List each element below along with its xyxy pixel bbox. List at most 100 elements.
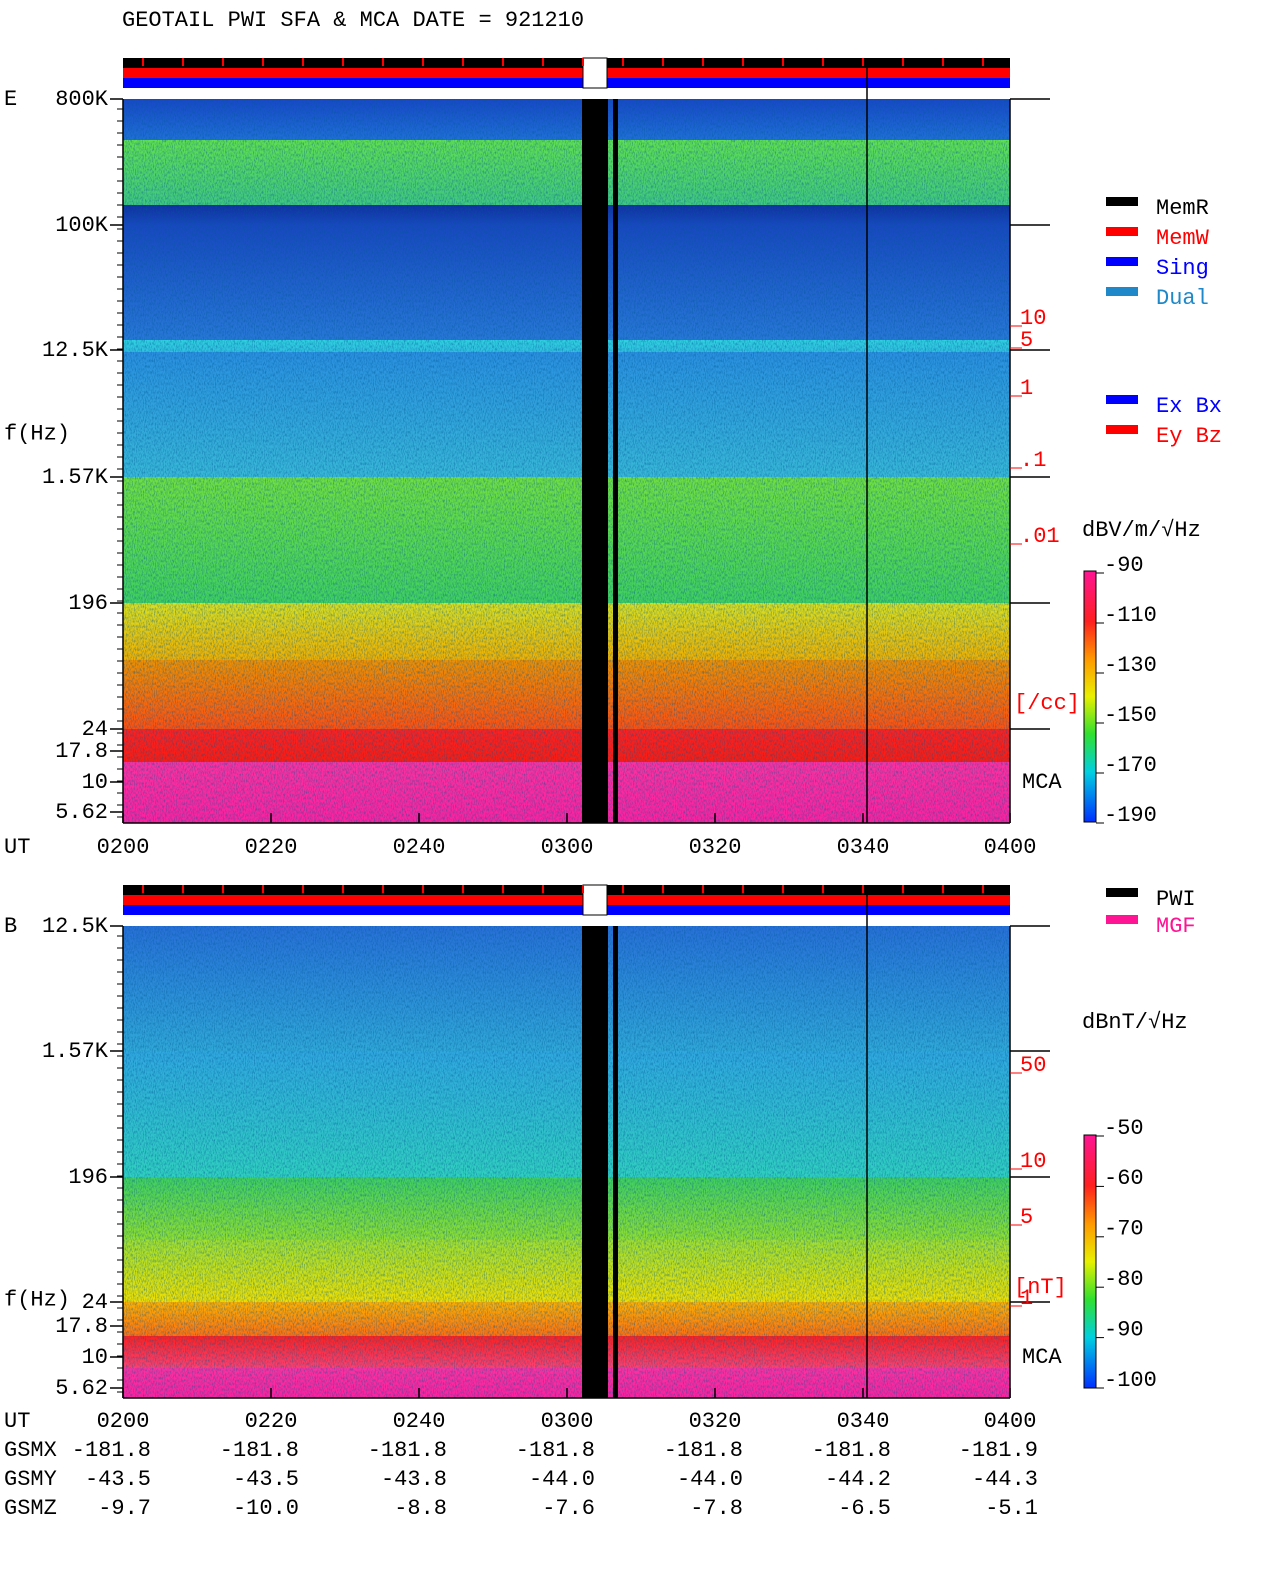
freq-tick-label: 12.5K: [42, 914, 109, 939]
mca-label: MCA: [1022, 770, 1062, 795]
legend-label: MemR: [1156, 196, 1209, 221]
ephemeris-value: -44.3: [972, 1467, 1038, 1492]
right-tick-label: 1: [1020, 1286, 1033, 1311]
ephemeris-value: -5.1: [985, 1496, 1038, 1521]
freq-tick-label: 196: [68, 591, 108, 616]
colorbar-tick-label: -100: [1104, 1368, 1157, 1393]
ephemeris-value: -181.8: [220, 1438, 299, 1463]
freq-tick-label: 24: [82, 1290, 108, 1315]
time-tick-label: 0200: [97, 1409, 150, 1434]
ephemeris-value: -8.8: [394, 1496, 447, 1521]
colorbar-tick-label: -70: [1104, 1217, 1144, 1242]
status-stripe: [123, 905, 1010, 915]
time-tick-label: 0320: [689, 1409, 742, 1434]
colorbar-tick-label: -190: [1104, 803, 1157, 828]
status-gap: [582, 57, 608, 89]
time-tick-label: 0400: [984, 1409, 1037, 1434]
legend-swatch: [1106, 227, 1138, 236]
right-tick-label: .1: [1020, 448, 1046, 473]
legend-swatch: [1106, 197, 1138, 206]
ephemeris-label: GSMX: [4, 1438, 57, 1463]
ephemeris-value: -44.0: [677, 1467, 743, 1492]
panel-label: E: [4, 87, 17, 112]
right-tick-label: .01: [1020, 524, 1060, 549]
ephemeris-value: -181.8: [368, 1438, 447, 1463]
y-axis-label: f(Hz): [4, 1287, 70, 1312]
freq-tick-label: 100K: [55, 213, 109, 238]
colorbar-tick-label: -90: [1104, 553, 1144, 578]
ephemeris-label: GSMY: [4, 1467, 57, 1492]
freq-tick-label: 1.57K: [42, 465, 109, 490]
data-gap: [582, 99, 608, 823]
ephemeris-value: -44.2: [825, 1467, 891, 1492]
ephemeris-value: -44.0: [529, 1467, 595, 1492]
legend-swatch: [1106, 888, 1138, 897]
colorbar-tick-label: -130: [1104, 653, 1157, 678]
freq-tick-label: 17.8: [55, 1314, 108, 1339]
legend-swatch: [1106, 395, 1138, 404]
time-tick-label: 0220: [245, 1409, 298, 1434]
ephemeris-value: -43.5: [85, 1467, 151, 1492]
time-tick-label: 0220: [245, 835, 298, 860]
time-tick-label: 0340: [837, 1409, 890, 1434]
legend-label: Sing: [1156, 256, 1209, 281]
spectrogram-noise: [123, 99, 1010, 823]
freq-tick-label: 800K: [55, 87, 109, 112]
data-gap: [613, 926, 618, 1398]
time-tick-label: 0200: [97, 835, 150, 860]
mca-label: MCA: [1022, 1345, 1062, 1370]
ephemeris-value: -181.8: [516, 1438, 595, 1463]
legend-label: MemW: [1156, 226, 1210, 251]
time-tick-label: 0400: [984, 835, 1037, 860]
freq-tick-label: 1.57K: [42, 1039, 109, 1064]
legend-label: Ey Bz: [1156, 424, 1222, 449]
ephemeris-value: -181.8: [812, 1438, 891, 1463]
status-stripe: [123, 78, 1010, 88]
legend-swatch: [1106, 915, 1138, 924]
ephemeris-label: GSMZ: [4, 1496, 57, 1521]
ephemeris-value: -43.5: [233, 1467, 299, 1492]
right-tick-label: 5: [1020, 328, 1033, 353]
time-tick-label: 0240: [393, 835, 446, 860]
ephemeris-value: -10.0: [233, 1496, 299, 1521]
colorbar-tick-label: -80: [1104, 1267, 1144, 1292]
colorbar-tick-label: -90: [1104, 1317, 1144, 1342]
time-tick-label: 0320: [689, 835, 742, 860]
ephemeris-value: -6.5: [838, 1496, 891, 1521]
right-unit: [nT]: [1014, 1275, 1067, 1300]
ephemeris-value: -9.7: [98, 1496, 151, 1521]
ephemeris-value: -7.6: [542, 1496, 595, 1521]
freq-tick-label: 5.62: [55, 1376, 108, 1401]
ephemeris-value: -181.8: [664, 1438, 743, 1463]
freq-tick-label: 12.5K: [42, 338, 109, 363]
right-tick-label: 5: [1020, 1205, 1033, 1230]
status-stripe: [123, 885, 1010, 895]
ephemeris-value: -43.8: [381, 1467, 447, 1492]
colorbar-unit: dBV/m/√Hz: [1082, 518, 1201, 543]
freq-tick-label: 10: [82, 1345, 108, 1370]
time-tick-label: 0300: [541, 1409, 594, 1434]
panel-label: B: [4, 914, 17, 939]
freq-tick-label: 24: [82, 717, 108, 742]
freq-tick-label: 196: [68, 1165, 108, 1190]
freq-tick-label: 10: [82, 770, 108, 795]
status-gap: [582, 884, 608, 916]
time-label: UT: [4, 835, 30, 860]
status-stripe: [123, 68, 1010, 78]
spectrogram-noise: [123, 926, 1010, 1398]
freq-tick-label: 5.62: [55, 800, 108, 825]
time-label: UT: [4, 1409, 30, 1434]
title: GEOTAIL PWI SFA & MCA DATE = 921210: [122, 8, 584, 33]
y-axis-label: f(Hz): [4, 421, 70, 446]
right-tick-label: 10: [1020, 306, 1046, 331]
time-tick-label: 0240: [393, 1409, 446, 1434]
status-stripe: [123, 58, 1010, 68]
colorbar-tick-label: -50: [1104, 1116, 1144, 1141]
colorbar: [1083, 1134, 1097, 1389]
colorbar-tick-label: -110: [1104, 603, 1157, 628]
colorbar-unit: dBnT/√Hz: [1082, 1010, 1188, 1035]
colorbar: [1083, 570, 1097, 823]
ephemeris-value: -181.9: [959, 1438, 1038, 1463]
